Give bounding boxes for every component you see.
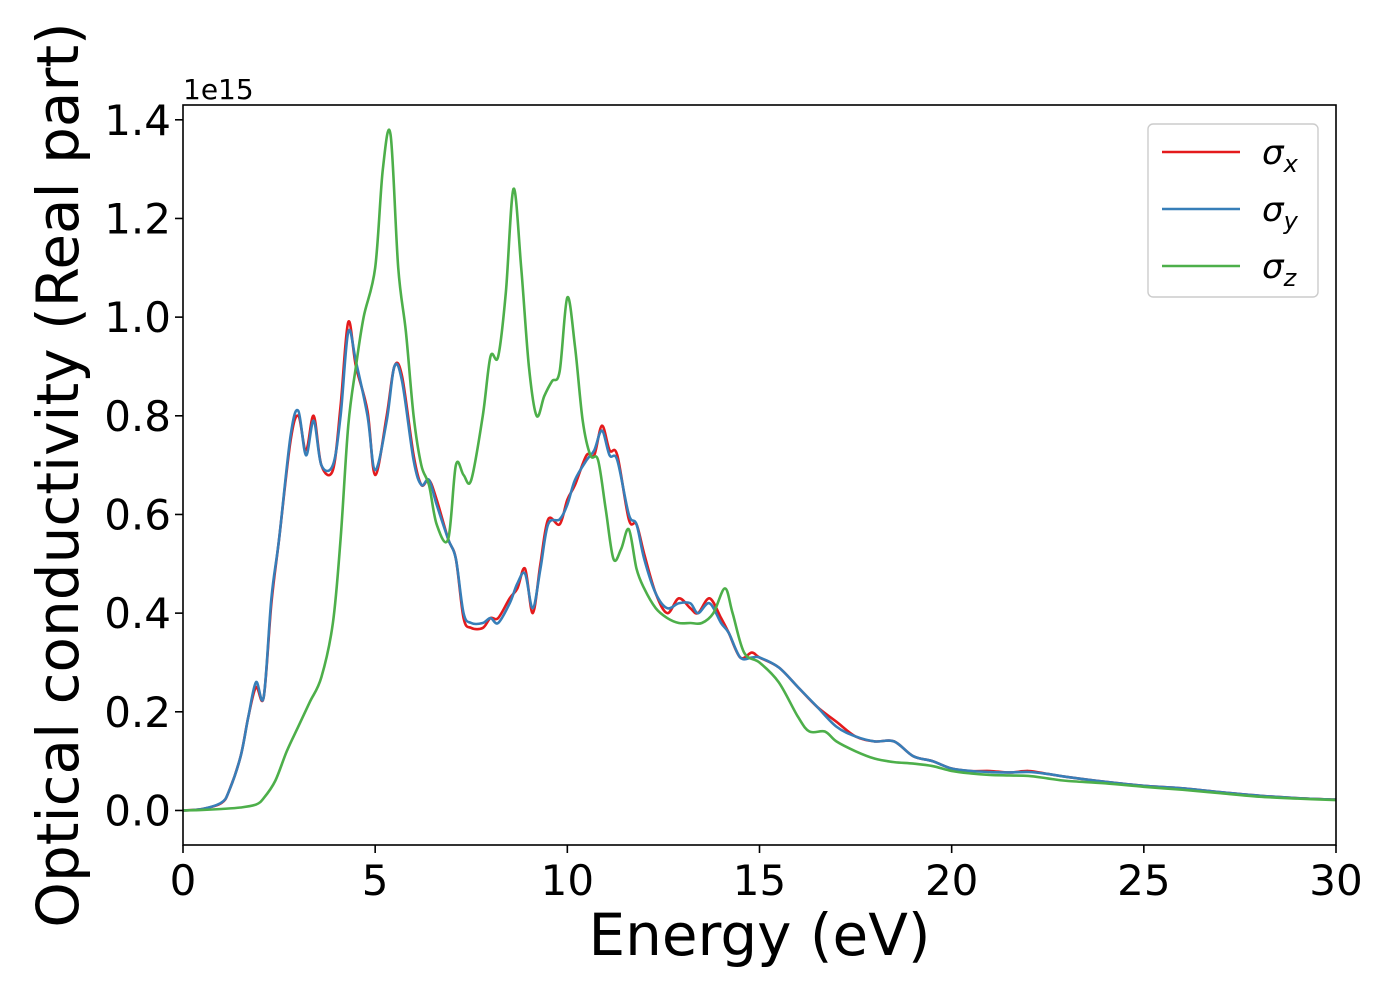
x-tick-label: 30 [1309,856,1362,905]
y-tick-label: 1.4 [104,96,171,145]
y-tick-label: 0.6 [104,490,171,539]
y-tick-label: 1.0 [104,293,171,342]
y-tick-label: 0.8 [104,392,171,441]
y-tick-label: 1.2 [104,194,171,243]
y-tick-label: 0.2 [104,688,171,737]
legend-label-sigma-x: σx [1262,133,1299,178]
plot-area [183,128,1336,812]
legend: σx σy σz [1147,123,1319,298]
series-line-sigma-z [183,128,1336,812]
y-axis-offset-label: 1e15 [183,73,254,106]
y-tick-label: 0.4 [104,589,171,638]
x-tick-label: 25 [1117,856,1170,905]
x-tick-label: 20 [925,856,978,905]
x-axis-ticks: 0 5 10 15 20 25 30 [170,845,1363,905]
series-line-sigma-x [183,320,1336,812]
y-axis-label: Optical conductivity (Real part) [24,22,92,927]
x-tick-label: 0 [170,856,197,905]
y-tick-label: 0.0 [104,786,171,835]
x-tick-label: 5 [362,856,389,905]
x-tick-label: 15 [733,856,786,905]
legend-label-sigma-z: σz [1262,247,1298,292]
series-line-sigma-y [183,328,1336,812]
legend-label-sigma-y: σy [1262,190,1299,235]
y-axis-ticks: 0.0 0.2 0.4 0.6 0.8 1.0 1.2 1.4 [104,96,183,835]
legend-box [1147,123,1319,298]
x-tick-label: 10 [541,856,594,905]
x-axis-label: Energy (eV) [588,901,930,969]
